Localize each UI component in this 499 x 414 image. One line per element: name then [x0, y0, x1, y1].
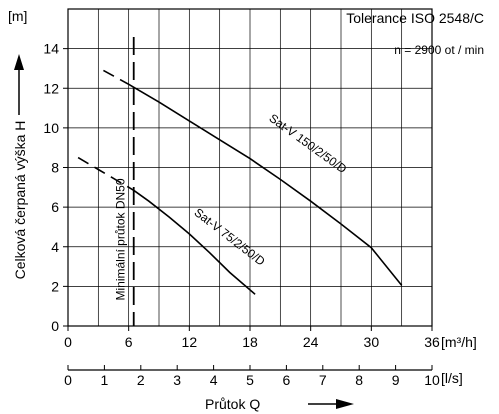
x2-tick-label: 3	[173, 372, 181, 388]
series-2-dashed-line	[77, 156, 135, 191]
x-axis-arrow-head	[336, 399, 354, 409]
y-tick-label: 14	[43, 41, 59, 57]
x2-tick-label: 10	[424, 372, 440, 388]
x2-tick-label: 7	[319, 372, 327, 388]
y-tick-label: 8	[51, 160, 59, 176]
x2-tick-label: 9	[392, 372, 400, 388]
x-axis-title: Průtok Q	[205, 396, 354, 412]
axes	[63, 8, 433, 371]
series-2-label: Sat-V 75/2/50/D	[192, 205, 268, 268]
x2-tick-label: 5	[246, 372, 254, 388]
y-tick-label: 12	[43, 80, 59, 96]
minimum-flow-label: Minimální průtok DN50	[114, 178, 128, 300]
chart-subtitle: n = 2900 ot / min	[394, 43, 484, 57]
x2-tick-label: 4	[210, 372, 218, 388]
minimum-flow-marker: Minimální průtok DN50	[114, 37, 135, 326]
y-axis-label: Celková čerpaná výška H	[12, 121, 28, 280]
x-tick-label: 24	[303, 334, 319, 350]
y-tick-label: 0	[51, 318, 59, 334]
y-tick-label: 4	[51, 239, 59, 255]
x-tick-label: 18	[242, 334, 258, 350]
x2-tick-label: 1	[101, 372, 109, 388]
x2-tick-label: 2	[137, 372, 145, 388]
series-2-line	[133, 189, 256, 295]
y-tick-label: 6	[51, 199, 59, 215]
series-1-dashed-line	[103, 69, 130, 86]
y-axis-title: Celková čerpaná výška H	[12, 54, 28, 279]
y-tick-label: 2	[51, 278, 59, 294]
chart-title: Tolerance ISO 2548/C	[346, 10, 484, 26]
x2-tick-label: 8	[355, 372, 363, 388]
x-tick-label: 0	[64, 334, 72, 350]
x-unit-secondary-label: [l/s]	[441, 370, 463, 386]
x-tick-label: 30	[364, 334, 380, 350]
x-tick-label: 12	[182, 334, 198, 350]
y-axis-arrow-head	[14, 54, 24, 70]
y-unit-label: [m]	[8, 8, 27, 24]
x-tick-label: 36	[424, 334, 440, 350]
series-1-line	[128, 83, 403, 286]
y-tick-label: 10	[43, 120, 59, 136]
x2-tick-label: 6	[283, 372, 291, 388]
x-axis-label: Průtok Q	[205, 396, 260, 412]
x-unit-primary-label: [m³/h]	[441, 334, 477, 350]
series-1-label: Sat-V 150/2/50/D	[266, 111, 349, 176]
x-tick-label: 6	[125, 334, 133, 350]
x2-tick-label: 0	[64, 372, 72, 388]
